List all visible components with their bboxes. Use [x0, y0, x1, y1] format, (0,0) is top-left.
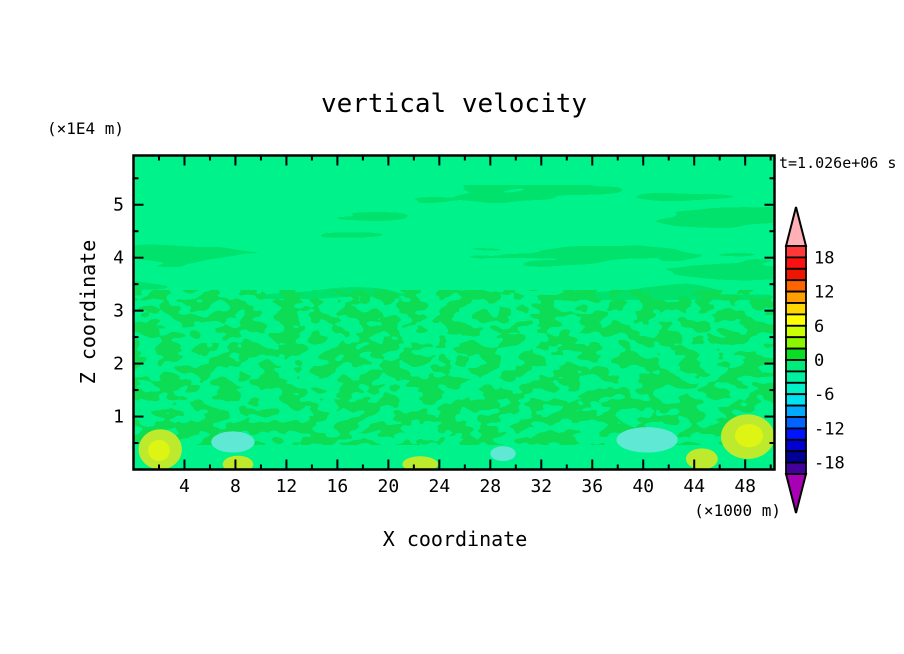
contour-feature-downdraft — [490, 446, 516, 462]
colorbar-under-arrow — [784, 473, 808, 514]
x-axis-label: X coordinate — [383, 527, 528, 551]
colorbar-tick-label: -12 — [814, 419, 845, 439]
colorbar-tick-label: 18 — [814, 248, 834, 268]
colorbar-band — [785, 438, 807, 453]
x-tick-label: 8 — [230, 476, 241, 497]
x-tick-label: 28 — [479, 476, 501, 497]
colorbar-band — [785, 313, 807, 327]
colorbar-band — [785, 324, 807, 339]
contour-feature-updraft-core — [148, 439, 170, 462]
x-tick-label: 32 — [530, 476, 552, 497]
contour-feature-downdraft — [211, 431, 255, 453]
x-tick-label: 24 — [429, 476, 451, 497]
contour-feature-updraft-core — [734, 423, 764, 448]
z-axis-label: Z coordinate — [76, 240, 100, 385]
plot-title: vertical velocity — [321, 89, 587, 119]
contour-feature-updraft — [222, 455, 254, 469]
colorbar: 18 12 6 0 -6 -12 -18 — [784, 206, 845, 514]
colorbar-band — [785, 245, 807, 259]
colorbar-band — [785, 359, 807, 373]
z-tick-label: 4 — [113, 248, 124, 269]
contour-feature-updraft — [402, 456, 439, 469]
z-tick-labels: 1 2 3 4 5 — [113, 195, 124, 428]
x-tick-label: 20 — [378, 476, 400, 497]
colorbar-band — [785, 279, 807, 293]
colorbar-tick-labels: 18 12 6 0 -6 -12 -18 — [814, 248, 845, 473]
x-tick-label: 40 — [632, 476, 654, 497]
colorbar-bands — [785, 245, 807, 475]
z-tick-label: 1 — [113, 407, 124, 428]
colorbar-band — [785, 347, 807, 361]
x-tick-label: 4 — [179, 476, 190, 497]
z-tick-label: 3 — [113, 301, 124, 322]
colorbar-band — [785, 381, 807, 396]
colorbar-band — [785, 370, 807, 384]
colorbar-band — [785, 416, 807, 430]
colorbar-band — [785, 461, 807, 475]
colorbar-tick-label: 12 — [814, 283, 834, 303]
colorbar-tick-label: 0 — [814, 351, 824, 371]
x-tick-label: 44 — [683, 476, 705, 497]
colorbar-band — [785, 302, 807, 316]
time-annotation: t=1.026e+06 s — [779, 154, 896, 172]
colorbar-band — [785, 450, 807, 464]
colorbar-tick-label: -6 — [814, 385, 834, 405]
x-tick-labels: 4 8 12 16 20 24 28 32 36 40 44 48 — [179, 476, 756, 497]
z-axis-unit-label: (×1E4 m) — [47, 119, 124, 138]
colorbar-over-arrow — [784, 206, 808, 247]
x-axis-unit-label: (×1000 m) — [694, 501, 781, 520]
z-tick-label: 5 — [113, 195, 124, 216]
mottle-texture — [134, 290, 774, 445]
colorbar-band — [785, 393, 807, 407]
x-tick-label: 12 — [276, 476, 298, 497]
contour-feature-updraft — [685, 448, 718, 469]
colorbar-band — [785, 336, 807, 350]
colorbar-band — [785, 427, 807, 441]
x-tick-label: 16 — [327, 476, 349, 497]
plot-frame — [132, 154, 776, 471]
colorbar-band — [785, 290, 807, 304]
colorbar-band — [785, 267, 807, 282]
plot-area — [134, 156, 774, 469]
contour-features — [138, 414, 774, 469]
contour-feature-downdraft — [616, 427, 678, 453]
colorbar-band — [785, 404, 807, 418]
x-tick-label: 36 — [581, 476, 603, 497]
colorbar-tick-label: -18 — [814, 454, 845, 474]
axis-ticks — [133, 155, 775, 470]
z-tick-label: 2 — [113, 354, 124, 375]
colorbar-band — [785, 256, 807, 270]
striation-texture — [134, 185, 774, 300]
x-tick-label: 48 — [734, 476, 756, 497]
colorbar-tick-label: 6 — [814, 317, 824, 337]
